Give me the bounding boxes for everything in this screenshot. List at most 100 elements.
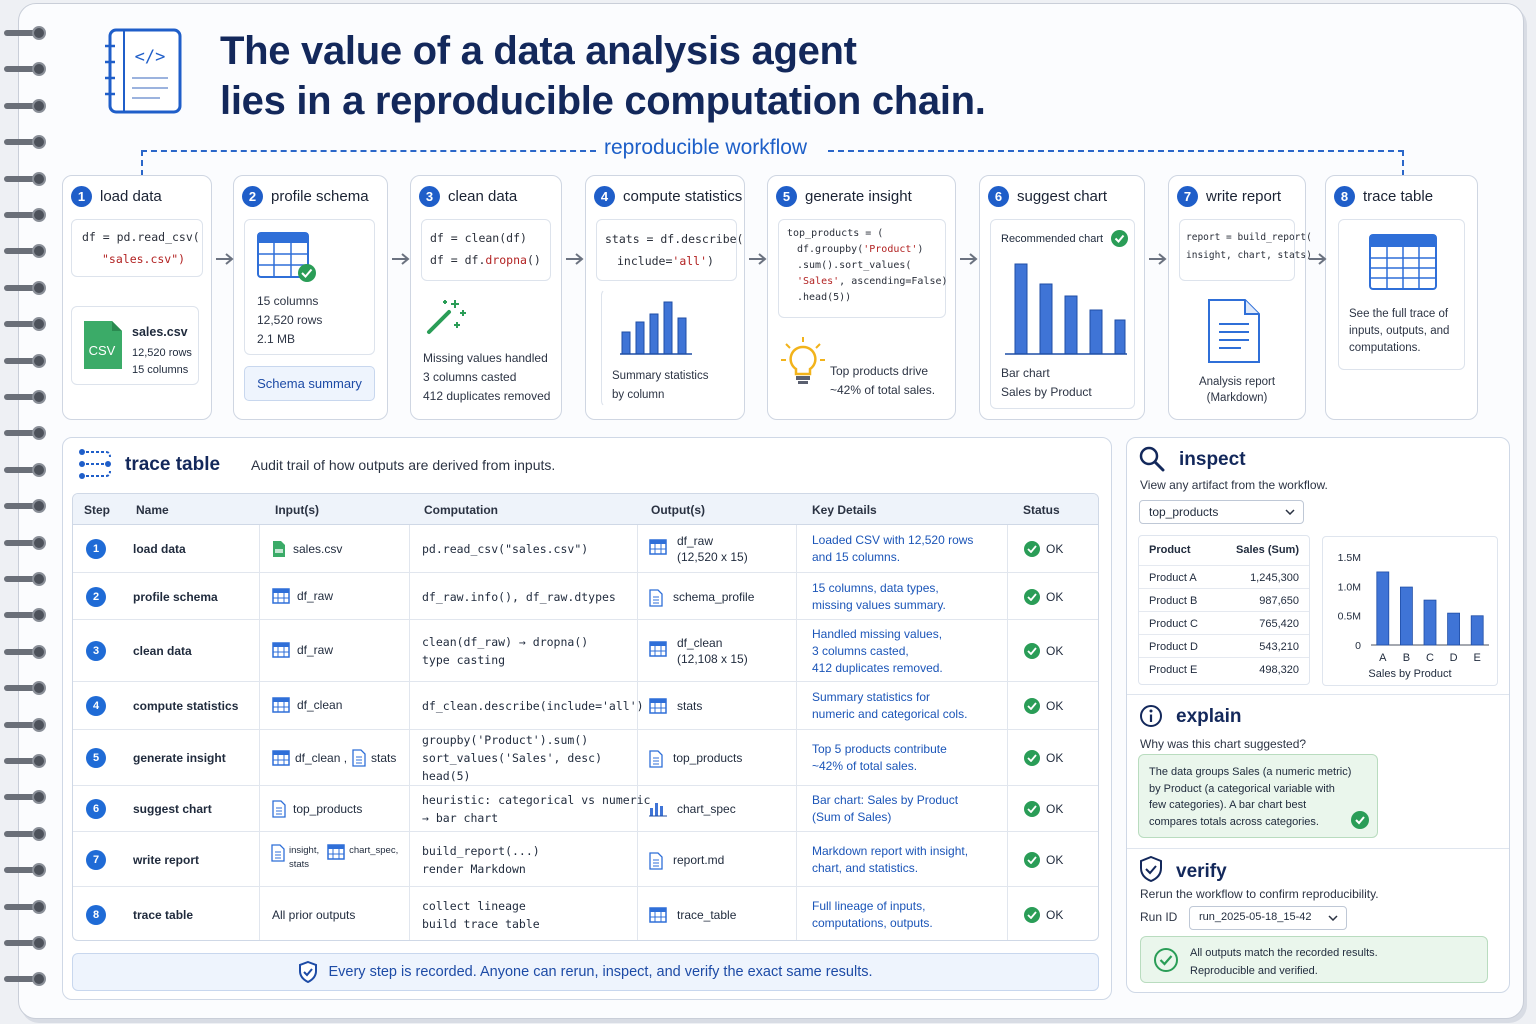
status-text: OK <box>1046 699 1064 713</box>
code-line: report = build_report( <box>1186 232 1312 243</box>
workflow-bracket-right-tick <box>1402 150 1404 176</box>
step-card-load-data[interactable]: 1 load data df = pd.read_csv( "sales.csv"… <box>62 175 212 420</box>
clean-note: 3 columns casted <box>423 370 517 384</box>
row-output: chart_spec <box>677 802 736 816</box>
code-line: stats = df.describe( <box>605 232 744 246</box>
binding-ring <box>4 681 48 696</box>
row-input: chart_spec, <box>349 844 399 856</box>
binding-ring <box>4 608 48 623</box>
insight-text: Top products drive <box>830 364 929 378</box>
step-name: compute statistics <box>623 188 743 205</box>
flow-arrow-icon <box>1149 253 1167 265</box>
code-token: df.groupby( <box>797 244 864 255</box>
binding-ring <box>4 135 48 150</box>
chart-type-label: Bar chart <box>1001 366 1050 380</box>
artifact-row[interactable]: Product D 543,210 <box>1139 634 1309 657</box>
artifact-product: Product C <box>1149 618 1198 630</box>
table-row[interactable]: 5 generate insight df_clean , stats groupby(… <box>73 730 1098 786</box>
inspect-subtitle: View any artifact from the workflow. <box>1140 478 1328 492</box>
artifact-row[interactable]: Product C 765,420 <box>1139 611 1309 634</box>
check-circle-outline-icon <box>1154 948 1178 972</box>
row-input: sales.csv <box>293 542 343 556</box>
bar-product-b[interactable] <box>1400 586 1413 646</box>
explanation-text: The data groups Sales (a numeric metric) <box>1149 766 1352 778</box>
step-name: suggest chart <box>1017 188 1108 205</box>
clean-note: Missing values handled <box>423 351 548 365</box>
row-computation: pd.read_csv("sales.csv") <box>422 542 589 556</box>
flow-arrow-icon <box>749 253 767 265</box>
x-tick-label: A <box>1379 652 1387 664</box>
file-preview-sales-csv[interactable]: CSV sales.csv 12,520 rows 15 columns <box>71 306 199 385</box>
bar-product-e[interactable] <box>1470 615 1484 646</box>
row-output: df_clean <box>677 636 723 650</box>
schema-summary-button[interactable]: Schema summary <box>244 366 375 401</box>
table-row[interactable]: 2 profile schema df_raw df_raw.info(), df_r… <box>73 573 1098 620</box>
code-line: .sum().sort_values( <box>797 260 912 271</box>
code-snippet: df = pd.read_csv( "sales.csv") <box>71 219 203 277</box>
table-row[interactable]: 4 compute statistics df_clean df_clean.desc… <box>73 682 1098 730</box>
x-tick-label: E <box>1474 652 1481 664</box>
column-divider <box>637 525 638 940</box>
row-detail: Handled missing values, <box>812 626 943 641</box>
row-name: trace table <box>133 907 194 922</box>
step-card-suggest-chart[interactable]: 6 suggest chart Recommended chart Bar cha… <box>979 175 1145 420</box>
bar-product-c[interactable] <box>1423 599 1437 646</box>
binding-ring <box>4 317 48 332</box>
artifact-row[interactable]: Product A 1,245,300 <box>1139 565 1309 588</box>
table-row[interactable]: 1 load data sales.csv pd.read_csv("sales.cs… <box>73 525 1098 573</box>
info-icon <box>1140 705 1162 727</box>
step-card-trace-table[interactable]: 8 trace table See the full trace of input… <box>1325 175 1478 420</box>
artifact-select[interactable]: top_products <box>1139 500 1304 524</box>
table-icon <box>649 641 667 657</box>
artifact-sales: 1,245,300 <box>1250 572 1299 584</box>
explanation-text: few categories). A bar chart best <box>1149 799 1307 811</box>
binding-ring <box>4 244 48 259</box>
workflow-bracket-left <box>141 150 596 152</box>
row-name: suggest chart <box>133 802 212 816</box>
step-card-profile-schema[interactable]: 2 profile schema 15 columns 12,520 rows 2… <box>233 175 388 420</box>
file-rows: 12,520 rows <box>132 347 192 359</box>
table-row[interactable]: 7 write report insight, stats chart_spec, bui… <box>73 832 1098 887</box>
artifact-product: Product E <box>1149 664 1198 676</box>
workflow-bracket-right <box>828 150 1404 152</box>
trace-table-title: trace table <box>125 454 221 475</box>
artifact-table: Product Sales (Sum) Product A 1,245,300 Pr… <box>1138 535 1310 685</box>
verify-title: verify <box>1176 861 1227 882</box>
csv-badge: CSV <box>89 343 116 358</box>
row-input: insight, <box>289 844 320 856</box>
status-badge: OK <box>1024 643 1063 659</box>
run-id-select[interactable]: run_2025-05-18_15-42 <box>1189 906 1347 930</box>
trace-table: Step Name Input(s) Computation Output(s)… <box>72 493 1099 941</box>
chevron-down-icon <box>1328 915 1338 921</box>
row-output-shape: (12,108 x 15) <box>677 652 748 666</box>
step-number: 1 <box>71 186 92 207</box>
bar-product-a[interactable] <box>1376 571 1390 646</box>
reproducibility-banner: Every step is recorded. Anyone can rerun… <box>72 953 1099 991</box>
y-tick-label: 0 <box>1355 640 1361 652</box>
row-computation: groupby('Product').sum() <box>422 733 589 747</box>
table-row[interactable]: 3 clean data df_raw clean(df_raw) → dropna(… <box>73 620 1098 682</box>
row-step-number: 7 <box>86 849 106 870</box>
step-card-generate-insight[interactable]: 5 generate insight top_products = ( df.gr… <box>767 175 956 420</box>
flow-arrow-icon <box>216 253 234 265</box>
binding-ring <box>4 790 48 805</box>
step-number: 3 <box>419 186 440 207</box>
status-text: OK <box>1046 589 1064 604</box>
row-detail: Markdown report with insight, <box>812 843 969 858</box>
artifact-sales: 987,650 <box>1259 595 1299 607</box>
schema-preview: 15 columns 12,520 rows 2.1 MB <box>244 219 375 355</box>
step-card-clean-data[interactable]: 3 clean data df = clean(df) df = df.dropn… <box>410 175 562 420</box>
bar-product-d[interactable] <box>1447 612 1460 646</box>
step-name: load data <box>100 188 162 205</box>
step-name: clean data <box>448 188 518 205</box>
artifact-row[interactable]: Product E 498,320 <box>1139 657 1309 680</box>
step-card-compute-statistics[interactable]: 4 compute statistics stats = df.describe(… <box>585 175 745 420</box>
table-row[interactable]: 8 trace table All prior outputs collect lin… <box>73 887 1098 940</box>
magic-wand-icon <box>427 300 466 334</box>
search-icon <box>1139 446 1165 472</box>
table-row[interactable]: 6 suggest chart top_products heuristic: cat… <box>73 786 1098 832</box>
artifact-row[interactable]: Product B 987,650 <box>1139 588 1309 611</box>
step-card-write-report[interactable]: 7 write report report = build_report( ins… <box>1168 175 1312 420</box>
check-icon <box>1024 643 1040 659</box>
row-detail: ~42% of total sales. <box>812 759 918 773</box>
